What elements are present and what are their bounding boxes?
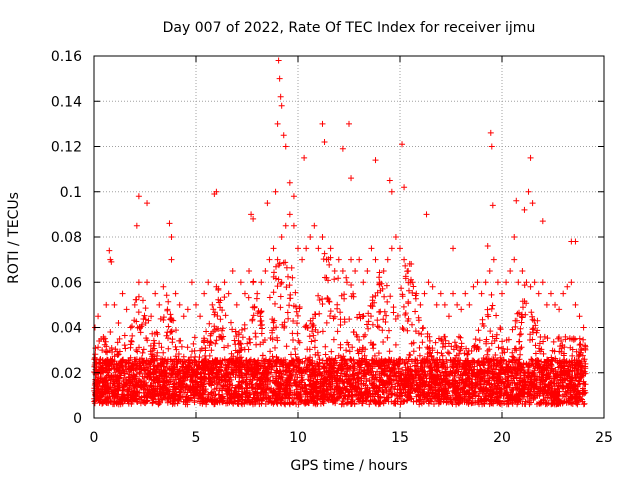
y-tick-label: 0.14 xyxy=(51,94,82,110)
y-tick-label: 0.04 xyxy=(51,321,82,337)
scatter-points xyxy=(91,57,589,408)
y-tick-label: 0.08 xyxy=(51,230,82,246)
y-tick-label: 0.02 xyxy=(51,366,82,382)
y-tick-label: 0.16 xyxy=(51,49,82,65)
y-tick-label: 0 xyxy=(73,411,82,427)
y-axis-label: ROTI / TECUs xyxy=(6,192,22,284)
x-tick-label: 15 xyxy=(391,430,409,446)
x-tick-label: 5 xyxy=(192,430,201,446)
y-tick-label: 0.12 xyxy=(51,140,82,156)
chart-title: Day 007 of 2022, Rate Of TEC Index for r… xyxy=(163,20,536,36)
x-tick-label: 25 xyxy=(595,430,613,446)
x-tick-label: 0 xyxy=(90,430,99,446)
y-tick-label: 0.06 xyxy=(51,275,82,291)
scatter-marker-cloud xyxy=(91,250,589,408)
x-tick-label: 10 xyxy=(289,430,307,446)
y-tick-label: 0.1 xyxy=(60,185,82,201)
x-tick-label: 20 xyxy=(493,430,511,446)
axis-ticks: 0 5 10 15 20 25 0 0.02 0.04 0.06 0.08 0.1 0.12 0.14 0.… xyxy=(51,49,613,446)
x-axis-label: GPS time / hours xyxy=(290,458,407,474)
